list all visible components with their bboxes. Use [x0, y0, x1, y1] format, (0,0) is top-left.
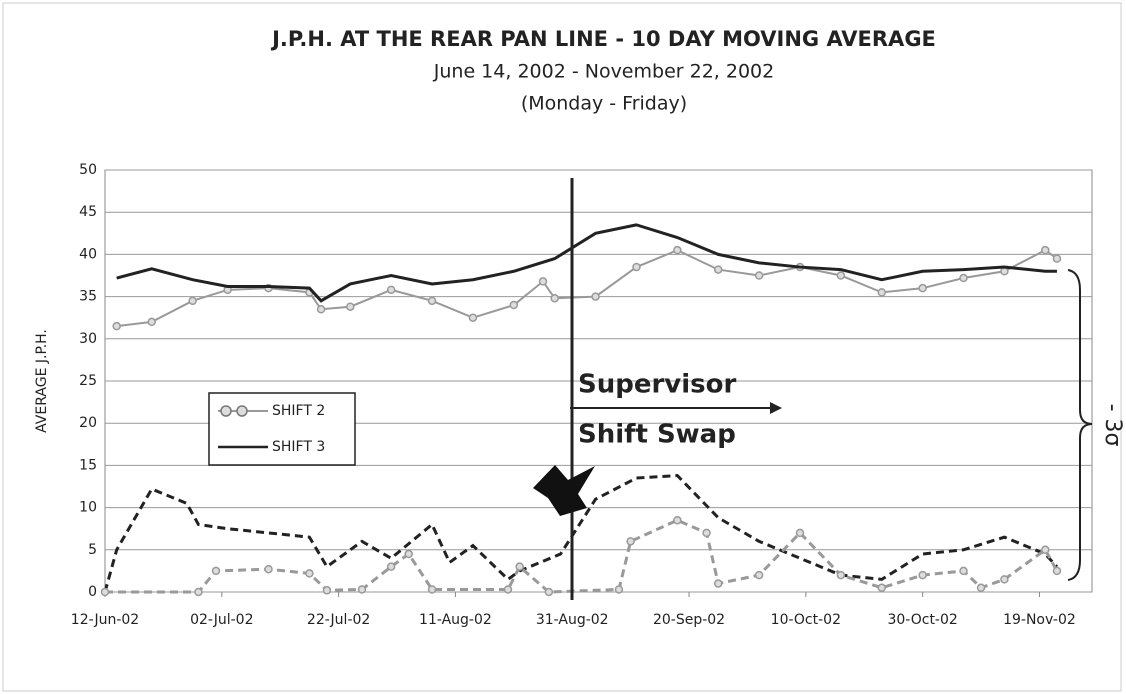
- point: [713, 579, 723, 588]
- x-tick-label: 20-Sep-02: [653, 612, 725, 628]
- legend-label: SHIFT 3: [272, 439, 325, 455]
- point: [918, 283, 927, 293]
- point: [673, 516, 682, 525]
- annotation: Shift Swap: [578, 420, 736, 450]
- y-tick-label: 25: [79, 373, 97, 389]
- annotation: Supervisor: [578, 370, 737, 400]
- series-line: [116, 223, 1057, 303]
- annotation: - 3σ: [1100, 404, 1125, 447]
- point: [713, 265, 723, 274]
- chart-title: J.P.H. AT THE REAR PAN LINE - 10 DAY MOV…: [270, 27, 936, 51]
- chart-subtitle: (Monday - Friday): [521, 93, 687, 115]
- series-line: [116, 249, 1058, 328]
- point: [1052, 254, 1062, 263]
- point: [194, 587, 203, 597]
- point: [211, 566, 221, 576]
- point: [1000, 267, 1009, 276]
- point: [626, 537, 635, 546]
- series-line: [103, 473, 1059, 593]
- point: [188, 296, 197, 306]
- point: [754, 271, 764, 280]
- x-tick-label: 12-Jun-02: [71, 612, 139, 628]
- point: [591, 292, 600, 301]
- point: [427, 585, 437, 594]
- legend-marker: [220, 405, 232, 417]
- point: [468, 313, 478, 322]
- point: [316, 305, 326, 314]
- y-tick-label: 20: [79, 415, 97, 431]
- point: [795, 528, 805, 538]
- point: [357, 585, 367, 594]
- point: [702, 528, 711, 538]
- point: [836, 570, 846, 580]
- chart-subtitle: June 14, 2002 - November 22, 2002: [433, 61, 774, 83]
- x-tick-label: 10-Oct-02: [771, 612, 841, 628]
- y-tick-label: 30: [79, 331, 97, 347]
- point: [386, 285, 396, 295]
- point: [614, 585, 624, 594]
- point: [918, 570, 927, 580]
- bracket: [1067, 269, 1093, 581]
- x-tick-label: 19-Nov-02: [1003, 612, 1076, 628]
- point: [112, 321, 121, 331]
- point: [427, 296, 437, 306]
- legend-marker: [236, 405, 248, 417]
- point: [346, 302, 355, 311]
- x-tick-label: 11-Aug-02: [419, 612, 492, 628]
- point: [959, 566, 968, 576]
- point: [877, 288, 887, 297]
- x-tick-label: 22-Jul-02: [307, 612, 370, 628]
- y-tick-label: 50: [79, 162, 97, 178]
- y-axis-label: AVERAGE J.P.H.: [34, 329, 50, 433]
- point: [550, 294, 559, 303]
- pointer: [533, 465, 595, 516]
- point: [1052, 566, 1062, 576]
- x-tick-label: 30-Oct-02: [887, 612, 957, 628]
- point: [515, 562, 524, 571]
- y-tick-label: 0: [88, 584, 97, 600]
- point: [959, 273, 968, 283]
- x-tick-label: 02-Jul-02: [190, 612, 253, 628]
- point: [1041, 545, 1050, 555]
- point: [509, 300, 519, 310]
- point: [147, 317, 156, 327]
- legend: [208, 392, 356, 466]
- point: [632, 262, 641, 272]
- point: [1000, 575, 1009, 584]
- y-tick-label: 45: [79, 204, 97, 220]
- point: [386, 562, 396, 571]
- point: [503, 585, 513, 594]
- series-line: [105, 518, 1059, 594]
- point: [673, 245, 682, 255]
- point: [544, 587, 554, 597]
- point: [264, 564, 273, 574]
- point: [976, 583, 986, 593]
- y-tick-label: 35: [79, 289, 97, 305]
- y-tick-label: 15: [79, 457, 97, 473]
- y-tick-label: 10: [79, 500, 97, 516]
- arrow-head: [770, 402, 782, 414]
- point: [322, 586, 332, 595]
- y-tick-label: 5: [88, 542, 97, 558]
- point: [877, 583, 887, 593]
- point: [538, 277, 548, 286]
- point: [404, 549, 413, 559]
- point: [305, 569, 314, 578]
- point: [836, 271, 846, 280]
- y-tick-label: 40: [79, 246, 97, 262]
- point: [100, 587, 110, 597]
- legend-label: SHIFT 2: [272, 403, 325, 419]
- x-tick-label: 31-Aug-02: [536, 612, 609, 628]
- point: [754, 570, 764, 580]
- point: [1041, 245, 1050, 255]
